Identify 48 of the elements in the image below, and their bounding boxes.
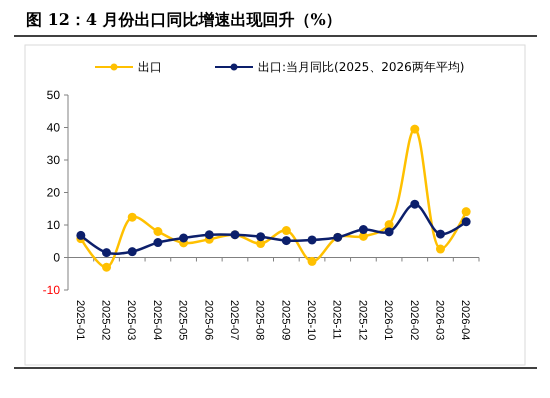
point <box>256 232 266 242</box>
y-tick-label: 50 <box>46 88 60 102</box>
x-tick-label: 2025-02 <box>100 300 112 340</box>
point <box>179 234 188 242</box>
point <box>436 230 445 239</box>
x-tick-label: 2025-06 <box>202 300 214 340</box>
y-tick-label: -10 <box>42 283 60 298</box>
x-tick-label: 2026-03 <box>433 300 446 340</box>
legend-label: 出口 <box>138 60 162 74</box>
x-tick-label: 2025-03 <box>125 300 138 340</box>
point <box>282 226 291 236</box>
x-tick-label: 2025-09 <box>279 300 292 340</box>
y-tick-label: 40 <box>46 120 60 135</box>
point <box>282 236 291 246</box>
x-tick-label: 2025-05 <box>176 300 189 340</box>
point <box>462 207 471 216</box>
point <box>410 124 420 134</box>
point <box>384 227 394 236</box>
x-tick-label: 2025-07 <box>228 300 240 340</box>
chart-title: 图 12：4 月份出口同比增速出现回升（%） <box>26 10 342 29</box>
y-tick-label: 10 <box>46 218 60 232</box>
y-tick-label: 20 <box>46 186 60 200</box>
point <box>153 227 162 236</box>
point <box>436 244 445 254</box>
x-tick-label: 2025-12 <box>356 300 368 340</box>
x-tick-label: 2026-01 <box>382 300 394 340</box>
point <box>128 212 137 222</box>
x-tick-label: 2025-01 <box>74 300 86 340</box>
x-tick-label: 2025-08 <box>254 300 266 340</box>
point <box>308 235 317 244</box>
y-tick-label: 0 <box>53 250 60 265</box>
x-tick-label: 2026-04 <box>459 300 472 340</box>
legend-label: 出口:当月同比(2025、2026两年平均) <box>258 60 464 74</box>
x-tick-label: 2025-11 <box>330 300 343 340</box>
point <box>308 256 317 266</box>
x-tick-label: 2025-04 <box>150 300 163 340</box>
point <box>153 238 162 248</box>
x-tick-label: 2025-10 <box>305 300 318 340</box>
point <box>410 200 420 209</box>
point <box>102 248 112 258</box>
point <box>128 247 137 256</box>
point <box>462 217 471 226</box>
x-tick-label: 2026-02 <box>408 300 420 340</box>
point <box>102 262 112 272</box>
point <box>76 230 86 240</box>
y-tick-label: 30 <box>46 153 60 168</box>
point <box>204 230 214 240</box>
point <box>358 225 368 234</box>
